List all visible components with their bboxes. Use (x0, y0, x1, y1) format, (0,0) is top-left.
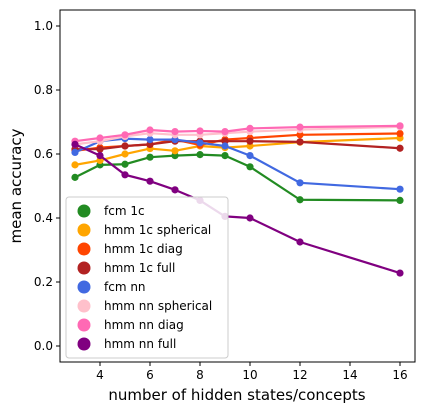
data-point (396, 269, 404, 277)
series-line (74, 125, 401, 146)
data-point (71, 140, 79, 148)
data-point (121, 131, 129, 139)
data-point (146, 126, 154, 134)
data-point (221, 152, 229, 160)
x-tick-label: 6 (146, 368, 154, 382)
x-tick-label: 10 (242, 368, 257, 382)
y-tick-label: 1.0 (34, 19, 53, 33)
x-tick-label: 4 (96, 368, 104, 382)
data-point (396, 144, 404, 152)
data-point (246, 137, 254, 145)
data-point (396, 122, 404, 130)
data-point (221, 142, 229, 150)
legend-marker (77, 337, 91, 351)
legend: fcm 1c hmm 1c spherical hmm 1c diag hmm 1c … (65, 196, 229, 359)
legend-item: hmm 1c full (77, 261, 175, 275)
legend-label: hmm 1c spherical (104, 223, 211, 237)
series-line (74, 124, 401, 143)
data-point (146, 177, 154, 185)
legend-item: hmm nn spherical (77, 299, 212, 313)
data-point (221, 128, 229, 136)
data-point (196, 127, 204, 135)
data-point (246, 214, 254, 222)
legend-item: hmm 1c spherical (77, 223, 211, 237)
legend-label: fcm 1c (104, 204, 145, 218)
legend-marker (77, 242, 91, 256)
legend-label: hmm nn spherical (104, 299, 212, 313)
data-point (71, 148, 79, 156)
series-7 (71, 122, 404, 145)
data-point (246, 163, 254, 171)
legend-marker (77, 223, 91, 237)
data-point (96, 152, 104, 160)
data-point (146, 136, 154, 144)
y-tick-label: 0.2 (34, 275, 53, 289)
y-tick-label: 0.4 (34, 211, 53, 225)
axes-layer: 4 6 8 10 12 14 16 0.0 0.2 0.4 0.6 0.8 1.0 (34, 9, 416, 382)
data-point (296, 131, 304, 139)
y-axis-label: mean accuracy (7, 128, 25, 243)
x-tick-label: 16 (392, 368, 407, 382)
data-point (121, 150, 129, 158)
data-point (396, 196, 404, 204)
x-tick-label: 14 (342, 368, 357, 382)
x-axis-label: number of hidden states/concepts (108, 386, 365, 404)
data-point (171, 186, 179, 194)
data-point (296, 238, 304, 246)
x-tick-label: 8 (196, 368, 204, 382)
legend-marker (77, 261, 91, 275)
data-point (96, 134, 104, 142)
legend-marker (77, 318, 91, 332)
data-point (296, 196, 304, 204)
legend-label: hmm nn full (104, 337, 176, 351)
data-point (146, 153, 154, 161)
data-point (296, 138, 304, 146)
legend-marker (77, 299, 91, 313)
data-point (246, 124, 254, 132)
data-point (246, 152, 254, 160)
data-point (171, 147, 179, 155)
data-point (296, 179, 304, 187)
series-line (74, 143, 401, 275)
legend-label: hmm 1c full (104, 261, 175, 275)
data-point (396, 129, 404, 138)
legend-label: hmm nn diag (104, 318, 184, 332)
y-tick-label: 0.0 (34, 339, 53, 353)
legend-item: hmm nn diag (77, 318, 184, 332)
legend-item: hmm 1c diag (77, 242, 183, 256)
data-point (121, 160, 129, 168)
legend-label: hmm 1c diag (104, 242, 183, 256)
data-point (121, 171, 129, 179)
data-point (171, 128, 179, 136)
legend-marker (77, 280, 91, 294)
y-tick-label: 0.8 (34, 83, 53, 97)
axes-frame (59, 9, 416, 363)
data-point (121, 142, 129, 150)
legend-item: hmm nn full (77, 337, 176, 351)
data-point (296, 123, 304, 131)
data-point (71, 173, 79, 181)
data-point (196, 151, 204, 159)
legend-item: fcm nn (77, 280, 146, 294)
legend-item: fcm 1c (77, 204, 145, 218)
legend-marker (77, 204, 91, 218)
data-point (71, 161, 79, 169)
x-tick-label: 12 (292, 368, 307, 382)
data-point (196, 139, 204, 147)
legend-box (65, 196, 229, 359)
y-tick-label: 0.6 (34, 147, 53, 161)
legend-label: fcm nn (104, 280, 146, 294)
data-point (396, 185, 404, 193)
series-line (74, 136, 401, 166)
data-point (96, 145, 104, 153)
